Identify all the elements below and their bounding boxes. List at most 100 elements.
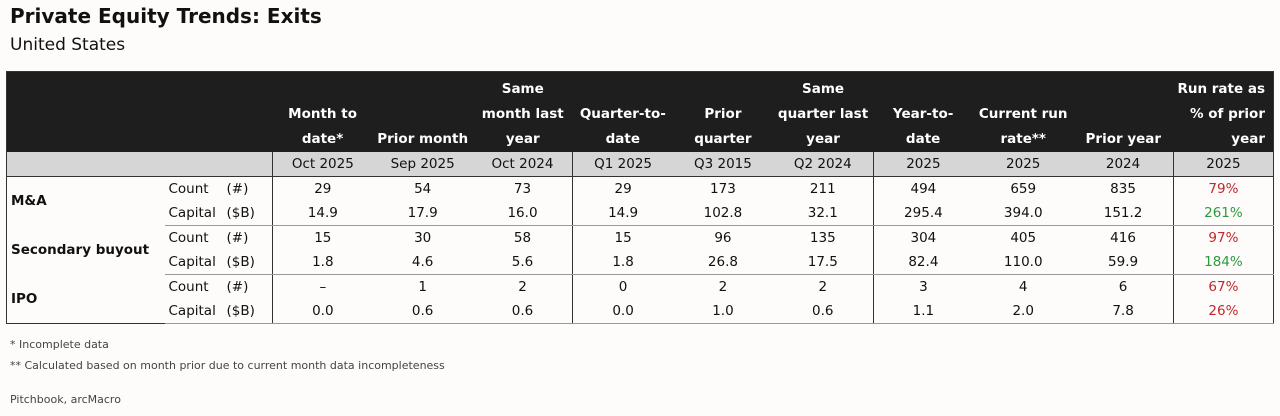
column-header: Run rate as % of prior year [1173, 71, 1274, 152]
value-cell: 30 [414, 230, 432, 246]
value-cell: 0 [572, 274, 673, 299]
subtitle: United States [10, 35, 126, 55]
value-cell: 2 [818, 279, 828, 295]
value-cell: 110.0 [973, 250, 1074, 275]
metric-label: Capital [164, 299, 223, 324]
value-cell: 29 [272, 176, 373, 201]
value-cell: 58 [513, 230, 532, 246]
period-row: Oct 2025 Sep 2025 Oct 2024 Q1 2025 Q3 2015 Q2… [6, 152, 1274, 177]
value-cell: 15 [572, 225, 673, 250]
value-cell: – [272, 274, 373, 299]
value-cell: 2.0 [973, 299, 1074, 324]
column-header: Same month last year [472, 71, 573, 152]
value-cell: 73 [513, 181, 532, 197]
column-period: 2025 [973, 152, 1074, 177]
column-header: Prior year [1073, 71, 1174, 152]
value-cell: 67% [1172, 274, 1274, 299]
value-cell: 3 [872, 274, 974, 299]
value-cell: 32.1 [772, 201, 874, 226]
metric-label: Count [168, 279, 209, 295]
value-cell: 82.4 [872, 250, 974, 275]
value-cell: 14.9 [572, 201, 673, 226]
value-cell: 0.6 [472, 299, 573, 324]
value-cell: 173 [710, 181, 736, 197]
value-cell: 14.9 [272, 201, 373, 226]
footnote: ** Calculated based on month prior due t… [10, 359, 445, 372]
value-cell: 405 [1010, 230, 1037, 246]
value-cell: 4.6 [372, 250, 473, 275]
unit-label: ($B) [222, 201, 273, 226]
data-row: Capital ($B) 0.0 0.6 0.6 0.0 1.0 0.6 1.1 2.0 7.8 26… [7, 299, 1274, 324]
value-cell: 5.6 [472, 250, 573, 275]
value-cell: 835 [1110, 181, 1136, 197]
group-label: M&A [11, 193, 47, 210]
value-cell: 26.8 [672, 250, 773, 275]
column-header: Prior month [372, 71, 473, 152]
data-row: M&A Count (#) 29 54 73 29 173 211 494 659 835 79% [7, 176, 1274, 209]
column-header: Prior quarter [672, 71, 773, 152]
value-cell: 1.1 [872, 299, 974, 324]
column-header: Current run rate** [973, 71, 1074, 152]
column-header: Quarter-to-date [572, 71, 673, 152]
column-period: 2024 [1073, 152, 1174, 177]
value-cell: 1.8 [272, 250, 373, 275]
column-period: Q1 2025 [572, 152, 673, 177]
unit-label: ($B) [222, 250, 273, 275]
header-cell [6, 71, 273, 152]
value-cell: 659 [1010, 181, 1037, 197]
value-cell: 17.9 [372, 201, 473, 226]
value-cell: 1 [418, 279, 427, 295]
value-cell: 1.8 [572, 250, 673, 275]
data-row: Secondary buyout Count (#) 15 30 58 15 96 135 304… [7, 225, 1274, 258]
column-header: Year-to-date [873, 71, 974, 152]
value-cell: 0.0 [572, 299, 673, 324]
title: Private Equity Trends: Exits [10, 4, 322, 28]
metric-label: Capital [164, 250, 223, 275]
value-cell: 184% [1172, 250, 1274, 275]
value-cell: 295.4 [872, 201, 974, 226]
value-cell: 2 [518, 279, 527, 295]
value-cell: 29 [572, 176, 673, 201]
exits-table: Month to date* Prior month Same month last… [6, 71, 1274, 324]
value-cell: 1.0 [672, 299, 773, 324]
unit-label: (#) [226, 230, 249, 246]
value-cell: 102.8 [672, 201, 773, 226]
value-cell: 0.6 [372, 299, 473, 324]
value-cell: 15 [272, 225, 373, 250]
period-cell [6, 152, 273, 177]
column-period: 2025 [1172, 152, 1274, 177]
value-cell: 304 [872, 225, 974, 250]
value-cell: 151.2 [1073, 201, 1174, 226]
value-cell: 6 [1118, 279, 1128, 295]
unit-label: (#) [226, 181, 249, 197]
value-cell: 79% [1172, 176, 1274, 201]
column-period: Oct 2025 [272, 152, 373, 177]
value-cell: 16.0 [472, 201, 573, 226]
value-cell: 2 [718, 279, 728, 295]
data-row: Capital ($B) 14.9 17.9 16.0 14.9 102.8 32.1 295.… [7, 201, 1274, 226]
column-header: Month to date* [272, 71, 373, 152]
group-label: IPO [11, 290, 38, 307]
data-row: Capital ($B) 1.8 4.6 5.6 1.8 26.8 17.5 82.4 110.0… [7, 250, 1274, 275]
value-cell: 135 [809, 230, 836, 246]
metric-label: Capital [164, 201, 223, 226]
column-period: Q2 2024 [772, 152, 874, 177]
column-header: Same quarter last year [772, 71, 874, 152]
group-label: Secondary buyout [11, 242, 150, 258]
value-cell: 4 [1018, 279, 1028, 295]
value-cell: 394.0 [973, 201, 1074, 226]
header-row: Month to date* Prior month Same month last… [6, 71, 1274, 152]
value-cell: 97% [1172, 225, 1274, 250]
column-period: Sep 2025 [372, 152, 473, 177]
unit-label: ($B) [222, 299, 273, 324]
value-cell: 96 [714, 230, 732, 246]
data-row: IPO Count (#) – 1 2 0 2 2 3 4 6 67% [7, 274, 1274, 307]
value-cell: 26% [1172, 299, 1274, 324]
column-period: Oct 2024 [472, 152, 573, 177]
value-cell: 416 [1110, 230, 1136, 246]
value-cell: 17.5 [772, 250, 874, 275]
value-cell: 261% [1172, 201, 1274, 226]
value-cell: 211 [809, 181, 836, 197]
unit-label: (#) [226, 279, 249, 295]
